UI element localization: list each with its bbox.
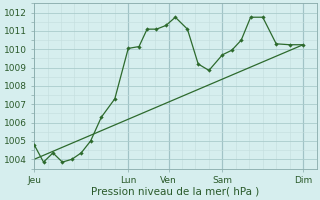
X-axis label: Pression niveau de la mer( hPa ): Pression niveau de la mer( hPa ): [91, 187, 260, 197]
